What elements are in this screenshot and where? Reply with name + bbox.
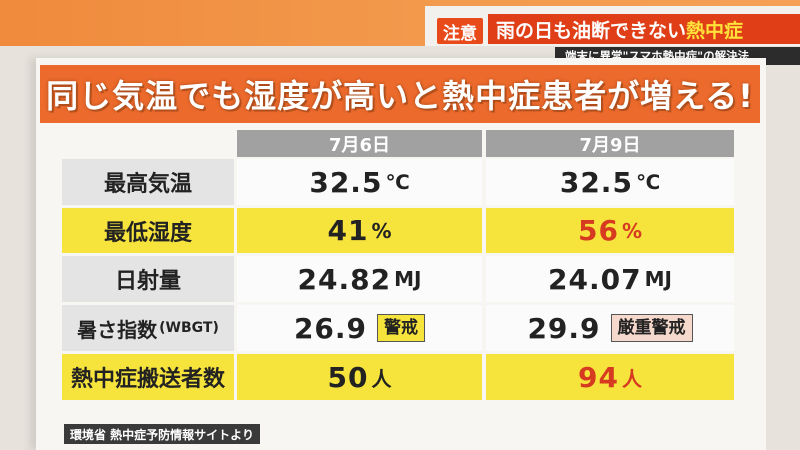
row-label: 暑さ指数 (WBGT)	[62, 305, 234, 351]
value: 56	[577, 214, 619, 247]
unit: ℃	[635, 170, 661, 194]
value: 32.5	[559, 165, 633, 199]
row-label-sub: (WBGT)	[159, 320, 219, 336]
value: 94	[578, 360, 619, 394]
column-header-jul6: 7月6日	[237, 130, 482, 157]
column-header-jul9: 7月9日	[486, 130, 734, 157]
warning-level-badge: 警戒	[377, 314, 426, 342]
unit: 人	[371, 366, 392, 391]
value-cell: 32.5 ℃	[237, 159, 482, 205]
value: 41	[327, 214, 369, 247]
value: 32.5	[309, 165, 383, 199]
value-cell: 41%	[237, 208, 482, 253]
value-cell: 56%	[486, 208, 734, 253]
value-cell: 26.9 警戒	[237, 305, 482, 351]
banner-title: 同じ気温でも湿度が高いと熱中症患者が増える!	[40, 65, 760, 123]
value: 24.07	[548, 262, 642, 296]
headline-accent: 熱中症	[686, 19, 744, 42]
unit: 人	[621, 366, 642, 391]
table-row-min-humidity: 最低湿度 41% 56%	[62, 208, 734, 253]
row-label: 最高気温	[62, 159, 234, 205]
row-label: 最低湿度	[62, 208, 234, 253]
row-label-text: 暑さ指数	[77, 317, 158, 342]
unit: %	[621, 218, 642, 243]
unit: MJ	[394, 267, 422, 291]
value-cell: 50 人	[237, 354, 482, 400]
value: 29.9	[527, 311, 601, 345]
warning-level-badge: 厳重警戒	[610, 314, 693, 342]
headline-main: 雨の日も油断できない	[496, 19, 687, 42]
value: 24.82	[297, 262, 392, 296]
table-row-transports: 熱中症搬送者数 50 人 94 人	[62, 354, 734, 400]
table-row-wbgt: 暑さ指数 (WBGT) 26.9 警戒 29.9 厳重警戒	[62, 305, 734, 351]
unit: ℃	[385, 170, 410, 194]
value-cell: 32.5 ℃	[486, 159, 734, 205]
value-cell: 94 人	[486, 354, 734, 400]
row-label: 熱中症搬送者数	[62, 354, 234, 400]
value-cell: 29.9 厳重警戒	[486, 305, 734, 351]
table-row-max-temp: 最高気温 32.5 ℃ 32.5 ℃	[62, 159, 734, 205]
caution-badge: 注意	[437, 18, 483, 44]
value-cell: 24.82 MJ	[237, 256, 482, 302]
headline: 雨の日も油断できない 熱中症	[488, 14, 800, 44]
source-caption: 環境省 熱中症予防情報サイトより	[64, 424, 260, 444]
unit: %	[371, 218, 392, 243]
row-label: 日射量	[62, 256, 234, 302]
value: 50	[327, 360, 369, 394]
table-row-solar-radiation: 日射量 24.82 MJ 24.07 MJ	[62, 256, 734, 302]
unit: MJ	[644, 267, 672, 291]
value-cell: 24.07 MJ	[486, 256, 734, 302]
value: 26.9	[293, 311, 368, 345]
